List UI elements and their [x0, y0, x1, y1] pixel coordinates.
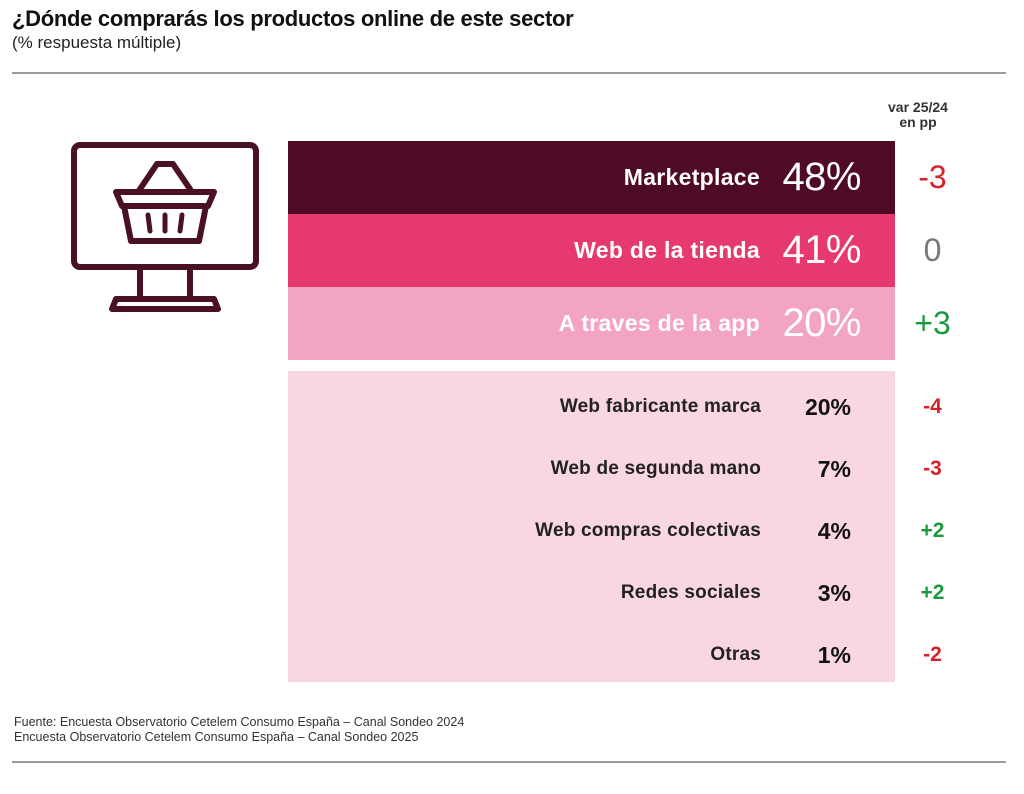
bar-label: Marketplace	[623, 164, 760, 190]
variation-value: 0	[923, 232, 942, 268]
chart-title: ¿Dónde comprarás los productos online de…	[12, 6, 574, 31]
secondary-row: Web compras colectivas 4%	[288, 500, 895, 562]
monitor-stand	[137, 264, 193, 302]
row-label: Web fabricante marca	[559, 396, 761, 417]
row-label: Redes sociales	[620, 582, 761, 603]
bar-value: 41%	[782, 228, 861, 272]
main-bar: Marketplace 48%	[288, 141, 895, 214]
main-bar: A traves de la app 20%	[288, 287, 895, 360]
basket-rim	[113, 189, 217, 209]
bar-label: Web de la tienda	[574, 237, 760, 263]
secondary-row: Web de segunda mano 7%	[288, 438, 895, 500]
secondary-row: Web fabricante marca 20%	[288, 376, 895, 438]
others-panel	[288, 371, 895, 682]
variation-value: +3	[914, 305, 951, 341]
secondary-row: Otras 1%	[288, 624, 895, 686]
bar-value: 20%	[782, 301, 861, 345]
row-value: 7%	[817, 456, 851, 482]
basket-handle	[135, 161, 195, 195]
bottom-divider	[12, 761, 1006, 763]
row-label: Otras	[710, 644, 761, 665]
bar-value: 48%	[782, 155, 861, 199]
row-value: 4%	[817, 518, 851, 544]
basket-slats	[145, 212, 185, 234]
variation-value: +2	[920, 581, 945, 604]
source-note: Fuente: Encuesta Observatorio Cetelem Co…	[14, 715, 464, 745]
row-value: 1%	[817, 642, 851, 668]
monitor-base	[109, 296, 221, 312]
variation-value: -3	[923, 457, 942, 480]
basket-body	[121, 203, 209, 244]
variation-value: -2	[923, 643, 942, 666]
row-label: Web de segunda mano	[550, 458, 761, 479]
variation-header: var 25/24 en pp	[880, 100, 956, 130]
variation-header-line1: var 25/24	[888, 99, 948, 115]
row-value: 3%	[817, 580, 851, 606]
row-label: Web compras colectivas	[535, 520, 761, 541]
top-divider	[12, 72, 1006, 74]
chart-subtitle: (% respuesta múltiple)	[12, 33, 182, 52]
main-bar: Web de la tienda 41%	[288, 214, 895, 287]
variation-value: -3	[918, 159, 947, 195]
source-line-2: Encuesta Observatorio Cetelem Consumo Es…	[14, 730, 419, 744]
secondary-row: Redes sociales 3%	[288, 562, 895, 624]
bar-label: A traves de la app	[558, 310, 760, 336]
source-line-1: Fuente: Encuesta Observatorio Cetelem Co…	[14, 715, 465, 729]
variation-value: -4	[923, 395, 942, 418]
variation-header-line2: en pp	[899, 114, 937, 130]
row-value: 20%	[804, 394, 851, 420]
computer-shopping-basket-icon	[71, 142, 259, 312]
variation-value: +2	[920, 519, 945, 542]
